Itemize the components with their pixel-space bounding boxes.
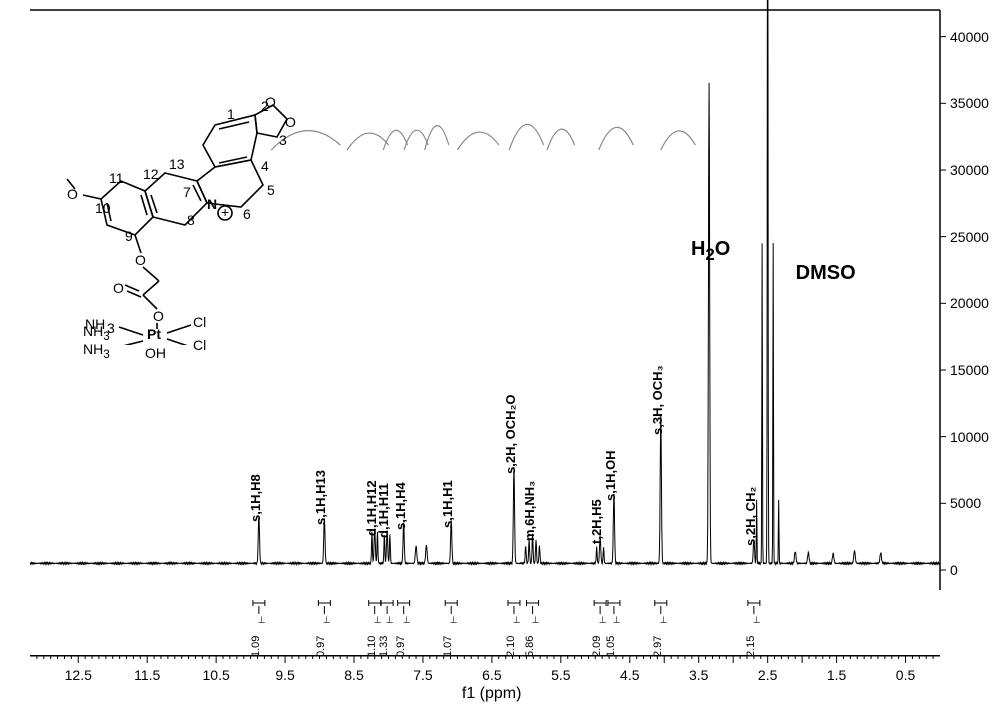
integral-dash: ⊣ xyxy=(448,616,459,624)
integral-dash: ⊣ xyxy=(597,616,608,624)
x-tick-label: 11.5 xyxy=(134,667,160,683)
svg-text:8: 8 xyxy=(187,212,195,228)
x-tick-label: 9.5 xyxy=(275,667,294,683)
peak-assignment-label: s,1H,H1 xyxy=(440,480,455,528)
solvent-label: H2O xyxy=(691,238,730,265)
svg-text:O: O xyxy=(135,252,146,268)
y-tick-label: 20000 xyxy=(950,295,989,311)
svg-text:6: 6 xyxy=(243,206,251,222)
svg-text:4: 4 xyxy=(261,158,269,174)
y-tick-label: 25000 xyxy=(950,229,989,245)
y-tick-label: 15000 xyxy=(950,362,989,378)
nmr-spectrum-chart: 0 5000 10000 15000 20000 25000 30000 35000 40000… xyxy=(0,0,1000,710)
integral-dash: ⊣ xyxy=(255,616,266,624)
integral-value: 1.33 xyxy=(378,636,390,657)
integral-value: 1.05 xyxy=(605,636,617,657)
integral-value: 5.86 xyxy=(524,636,536,657)
svg-text:12: 12 xyxy=(143,166,159,182)
svg-text:Cl: Cl xyxy=(193,314,206,330)
svg-text:O: O xyxy=(285,114,296,130)
x-tick-label: 12.5 xyxy=(65,667,92,683)
svg-text:+: + xyxy=(221,204,229,220)
solvent-label: DMSO xyxy=(796,262,856,285)
svg-text:O: O xyxy=(153,308,164,324)
svg-text:13: 13 xyxy=(169,156,185,172)
svg-text:Pt: Pt xyxy=(147,326,161,342)
svg-text:9: 9 xyxy=(125,228,133,244)
integral-dash: ⊣ xyxy=(400,616,411,624)
integral-value: 1.09 xyxy=(250,636,262,657)
integral-dash: ⊣ xyxy=(657,616,668,624)
svg-text:O: O xyxy=(113,280,124,296)
x-tick-label: 6.5 xyxy=(482,667,501,683)
x-tick-label: 2.5 xyxy=(758,667,777,683)
integral-value: 2.09 xyxy=(591,636,603,657)
svg-text:10: 10 xyxy=(95,200,111,216)
integral-value: 0.97 xyxy=(315,636,327,657)
x-tick-label: 5.5 xyxy=(551,667,570,683)
y-tick-label: 0 xyxy=(950,562,958,578)
svg-text:N: N xyxy=(207,196,217,212)
integral-value: 2.10 xyxy=(505,636,517,657)
x-tick-label: 0.5 xyxy=(896,667,915,683)
svg-text:3: 3 xyxy=(279,132,287,148)
svg-text:7: 7 xyxy=(183,184,191,200)
y-tick-label: 5000 xyxy=(950,495,981,511)
svg-text:O: O xyxy=(67,186,78,202)
peak-assignment-label: d,1H,H11 xyxy=(376,483,391,538)
peak-assignment-label: s,1H,H13 xyxy=(313,470,328,525)
y-tick-label: 40000 xyxy=(950,29,989,45)
y-tick-label: 10000 xyxy=(950,429,989,445)
integral-value: 1.10 xyxy=(366,636,378,657)
x-tick-label: 8.5 xyxy=(344,667,363,683)
x-tick-label: 7.5 xyxy=(413,667,432,683)
integral-dash: ⊣ xyxy=(384,616,395,624)
x-tick-label: 4.5 xyxy=(620,667,639,683)
integral-dash: ⊣ xyxy=(510,616,521,624)
peak-assignment-label: s,2H, CH₂ xyxy=(743,487,758,546)
integral-dash: ⊣ xyxy=(321,616,332,624)
peak-assignment-label: s,3H, OCH₃ xyxy=(650,365,665,435)
y-tick-label: 35000 xyxy=(950,95,989,111)
integral-dash: ⊣ xyxy=(610,616,621,624)
integral-dash: ⊣ xyxy=(529,616,540,624)
chemical-structure: O O N + xyxy=(65,85,305,345)
peak-assignment-label: s,1H,OH xyxy=(603,450,618,501)
x-tick-label: 1.5 xyxy=(827,667,846,683)
svg-text:1: 1 xyxy=(227,106,235,122)
svg-text:11: 11 xyxy=(109,170,124,186)
integral-dash: ⊣ xyxy=(371,616,382,624)
peak-assignment-label: s,2H, OCH₂O xyxy=(503,395,518,474)
x-tick-label: 3.5 xyxy=(689,667,708,683)
svg-text:2: 2 xyxy=(261,98,269,114)
integral-dash: ⊣ xyxy=(750,616,761,624)
integral-value: 2.97 xyxy=(652,636,664,657)
peak-assignment-label: s,1H,H4 xyxy=(393,483,408,531)
integral-value: 2.15 xyxy=(745,636,757,657)
peak-assignment-label: s,1H,H8 xyxy=(248,475,263,523)
peak-assignment-label: t,2H,H5 xyxy=(589,499,604,544)
integral-value: 1.07 xyxy=(442,636,454,657)
peak-assignment-label: m,6H,NH₃ xyxy=(522,481,537,541)
integral-value: 0.97 xyxy=(395,636,407,657)
y-tick-label: 30000 xyxy=(950,162,989,178)
x-axis-title: f1 (ppm) xyxy=(462,685,522,703)
svg-text:5: 5 xyxy=(267,182,275,198)
x-tick-label: 10.5 xyxy=(203,667,230,683)
